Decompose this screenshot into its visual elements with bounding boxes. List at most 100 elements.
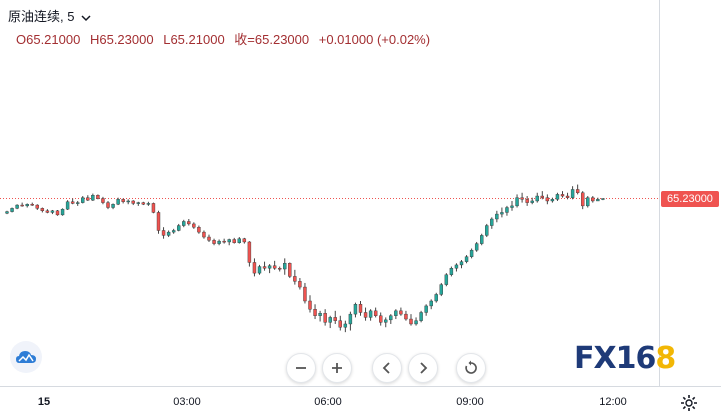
logo-text: FX16 — [574, 340, 656, 376]
candle — [156, 210, 161, 234]
candle — [389, 314, 393, 324]
candle — [141, 201, 146, 206]
candle-body — [368, 310, 373, 318]
ohlc-legend: O65.21000 H65.23000 L65.21000 收=65.23000… — [16, 29, 436, 48]
candle-body — [10, 208, 14, 212]
change-value: +0.01000 (+0.02%) — [318, 32, 431, 47]
candle-body — [328, 317, 332, 323]
price-axis[interactable] — [659, 0, 721, 386]
candle — [520, 192, 524, 203]
candle-body — [106, 202, 110, 208]
candle-body — [338, 320, 342, 328]
candle — [151, 202, 156, 214]
candle-body — [500, 212, 504, 215]
open-value: O65.21000 — [16, 32, 81, 47]
candle — [353, 302, 358, 318]
candle — [166, 230, 171, 238]
close-value: 收=65.23000 — [234, 32, 310, 47]
cloud-chart-icon — [16, 351, 36, 363]
candle — [247, 241, 252, 267]
candle — [318, 310, 322, 322]
candle — [126, 199, 130, 205]
candle-body — [515, 197, 519, 207]
candle-body — [581, 192, 585, 207]
chart-settings-button[interactable] — [679, 393, 699, 413]
time-axis[interactable] — [0, 386, 721, 415]
candle — [414, 317, 418, 326]
candle — [449, 266, 454, 277]
candle — [570, 186, 575, 200]
low-value: L65.21000 — [163, 32, 225, 47]
candle — [343, 320, 348, 333]
reset-chart-button[interactable] — [456, 353, 486, 383]
candle-body — [207, 236, 211, 241]
candle — [373, 307, 378, 318]
candle — [581, 191, 585, 210]
candle-body — [81, 197, 85, 203]
candle-body — [227, 239, 231, 243]
zoom-in-button[interactable] — [322, 353, 352, 383]
candle-body — [20, 204, 24, 207]
candle — [424, 304, 428, 316]
candle-body — [474, 243, 479, 251]
candle-body — [288, 263, 292, 277]
candle-body — [30, 204, 34, 206]
candle-body — [565, 195, 570, 198]
chevron-down-icon[interactable] — [81, 10, 91, 25]
cloud-chart-button[interactable] — [10, 341, 42, 373]
chart-pane[interactable] — [0, 0, 659, 386]
candle-body — [101, 198, 105, 203]
time-tick-1200: 12:00 — [599, 396, 627, 408]
candle-body — [121, 199, 125, 202]
candle-body — [469, 249, 474, 257]
candle-body — [429, 300, 433, 307]
candle — [40, 207, 45, 213]
reset-icon — [465, 360, 477, 374]
candle — [267, 264, 272, 274]
candle — [50, 209, 55, 215]
candle-body — [278, 268, 282, 270]
candle-body — [35, 204, 39, 209]
candle-body — [586, 197, 590, 207]
candle — [404, 310, 408, 321]
candle — [262, 261, 267, 271]
candle — [283, 258, 287, 275]
candle — [591, 196, 595, 203]
candle — [384, 317, 388, 328]
candle — [131, 200, 135, 206]
candle — [55, 209, 60, 216]
candle — [272, 260, 277, 270]
candle — [111, 203, 115, 210]
scroll-left-button[interactable] — [372, 353, 402, 383]
candle-body — [560, 194, 565, 197]
candle — [394, 309, 398, 320]
candle — [525, 196, 529, 206]
candle — [293, 269, 297, 285]
candle-body — [65, 201, 70, 210]
candle-body — [15, 204, 19, 209]
candle-body — [318, 313, 322, 316]
candle-body — [237, 238, 242, 243]
candle — [333, 310, 337, 324]
candle — [409, 314, 413, 326]
candle — [454, 263, 459, 272]
candle — [419, 310, 423, 323]
candlestick-chart[interactable] — [0, 0, 659, 386]
high-value: H65.23000 — [89, 32, 154, 47]
time-tick-0900: 09:00 — [456, 396, 484, 408]
candle-body — [404, 313, 408, 320]
zoom-out-button[interactable] — [286, 353, 316, 383]
candle — [121, 198, 125, 204]
candle-body — [86, 197, 90, 201]
symbol-header[interactable]: 原油连续, 5 — [8, 6, 91, 25]
gear-icon — [681, 395, 697, 411]
candle-body — [454, 264, 459, 269]
candle-body — [530, 200, 534, 203]
candle-body — [444, 274, 449, 285]
candle-body — [303, 286, 307, 302]
candle — [91, 193, 95, 201]
scroll-right-button[interactable] — [408, 353, 438, 383]
candle-body — [96, 195, 100, 199]
candle-body — [545, 197, 550, 202]
candle-body — [596, 199, 600, 202]
